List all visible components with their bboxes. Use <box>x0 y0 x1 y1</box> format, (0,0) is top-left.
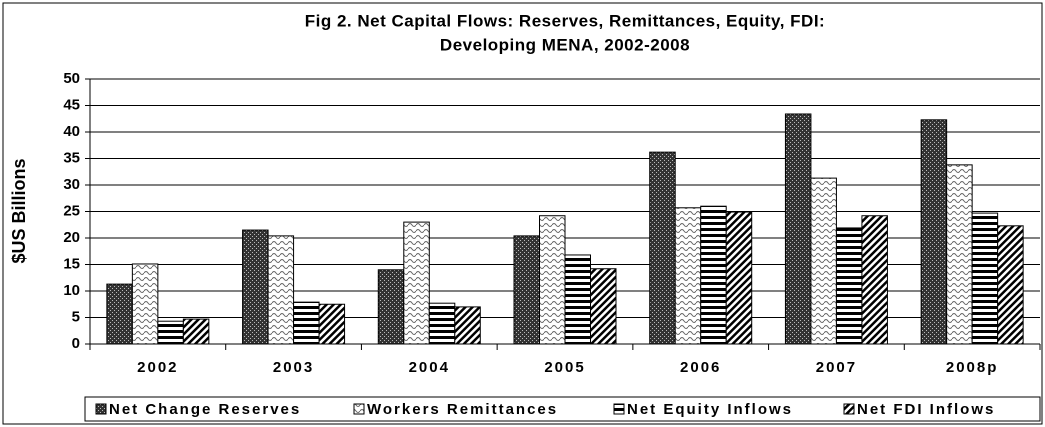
bar <box>539 215 566 345</box>
legend-label: Net Equity Inflows <box>627 401 793 418</box>
bar <box>564 254 591 345</box>
legend-label: Workers Remittances <box>367 401 558 418</box>
legend-label: Net FDI Inflows <box>857 401 995 418</box>
bar <box>293 301 320 345</box>
legend-swatch <box>613 403 625 415</box>
bar <box>267 235 295 345</box>
legend-label: Net Change Reserves <box>109 401 301 418</box>
bar <box>971 212 999 345</box>
bar <box>428 302 456 345</box>
bar <box>784 113 812 345</box>
bar <box>649 151 676 345</box>
bar <box>700 205 727 345</box>
bar <box>920 119 948 345</box>
y-tick-label: 45 <box>63 96 80 113</box>
x-tick-label: 2006 <box>680 359 721 376</box>
bar <box>242 229 269 345</box>
legend-swatch <box>843 403 855 415</box>
y-tick-label: 20 <box>63 229 80 246</box>
y-tick-label: 15 <box>63 255 80 272</box>
y-axis-title: $US Billions <box>9 158 29 263</box>
y-tick-label: 25 <box>63 202 80 219</box>
chart-title: Developing MENA, 2002-2008 <box>440 35 690 54</box>
bar <box>318 303 346 345</box>
bar <box>810 177 837 345</box>
y-tick-label: 50 <box>63 70 80 87</box>
y-tick-label: 10 <box>63 282 80 299</box>
legend-swatch <box>353 403 365 415</box>
y-tick-label: 5 <box>72 308 80 325</box>
y-tick-label: 0 <box>72 335 80 352</box>
bar <box>377 269 405 345</box>
x-tick-label: 2005 <box>544 359 585 376</box>
y-tick-label: 35 <box>63 149 80 166</box>
bar <box>182 318 210 345</box>
bar <box>835 227 863 345</box>
x-tick-label: 2003 <box>273 359 314 376</box>
bar <box>131 263 159 345</box>
x-tick-label: 2002 <box>137 359 178 376</box>
bar <box>590 268 617 345</box>
bar <box>454 306 481 345</box>
bar <box>725 211 753 345</box>
bar <box>157 320 184 345</box>
x-tick-label: 2008p <box>946 359 999 376</box>
x-tick-label: 2007 <box>816 359 857 376</box>
bar <box>106 283 133 345</box>
chart-title: Fig 2. Net Capital Flows: Reserves, Remi… <box>305 11 825 30</box>
legend-swatch <box>95 403 107 415</box>
y-tick-label: 40 <box>63 123 80 140</box>
y-tick-label: 30 <box>63 176 80 193</box>
x-tick-label: 2004 <box>409 359 450 376</box>
bar <box>513 235 540 345</box>
bar <box>997 225 1024 345</box>
bar <box>946 164 973 345</box>
legend-box <box>84 396 1041 422</box>
bar <box>861 215 888 345</box>
bar <box>674 207 702 345</box>
bar <box>403 221 430 345</box>
